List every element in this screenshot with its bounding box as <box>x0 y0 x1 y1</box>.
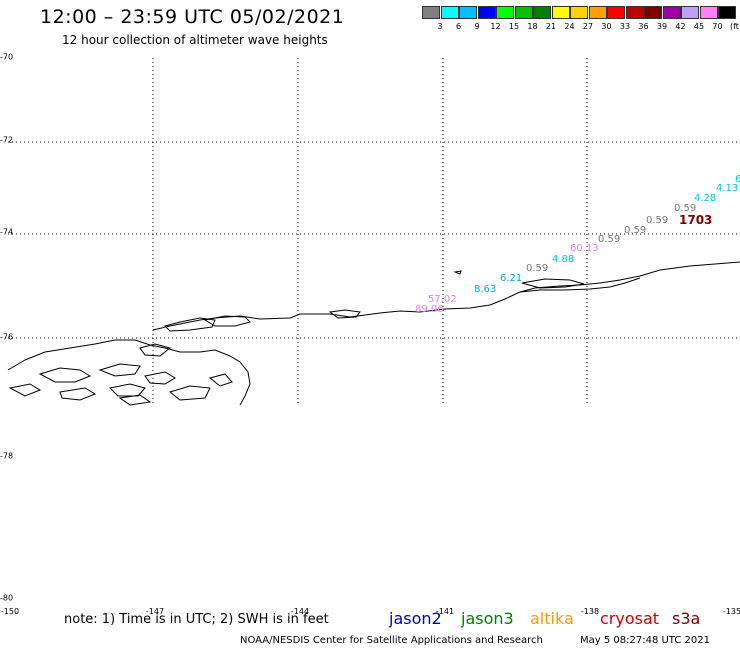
legend-swatch <box>588 6 607 19</box>
lon-label: -138 <box>580 607 600 616</box>
legend-label: 21 <box>545 22 557 31</box>
island-8 <box>144 371 176 385</box>
footer-timestamp: May 5 08:27:48 UTC 2021 <box>580 635 710 646</box>
island-9 <box>59 387 97 401</box>
legend-label: 15 <box>508 22 520 31</box>
wave-height-observation: 89.06 <box>415 304 444 315</box>
coast-lower-edge <box>519 277 641 293</box>
satellite-altika: altika <box>530 609 574 628</box>
legend-label: 12 <box>490 22 501 31</box>
island-3 <box>328 309 361 319</box>
wave-height-observation: 0.59 <box>598 234 621 245</box>
lon-label: -150 <box>0 607 20 616</box>
island-14 <box>208 373 233 387</box>
lat-label: -70 <box>0 52 14 62</box>
legend-swatch <box>718 6 736 19</box>
wave-height-observation: 1703 <box>679 213 713 227</box>
island-4 <box>521 278 585 289</box>
island-5 <box>453 270 462 275</box>
island-10 <box>108 383 146 397</box>
legend-swatch <box>644 6 662 19</box>
wave-height-observation: 0.59 <box>526 263 549 274</box>
wave-height-observation: 57.02 <box>428 294 457 305</box>
satellite-cryosat: cryosat <box>600 609 660 628</box>
legend-swatch <box>459 6 477 19</box>
legend-label: 18 <box>527 22 538 31</box>
map-title: 12:00 – 23:59 UTC 05/02/2021 <box>40 6 345 28</box>
wave-height-observation: 0.59 <box>646 215 669 226</box>
lat-label: -76 <box>0 332 14 342</box>
coast-west <box>7 339 251 406</box>
legend-swatch <box>422 6 440 19</box>
legend-label: 24 <box>564 22 575 31</box>
legend-swatch <box>496 6 514 19</box>
wave-height-observation: 0.59 <box>674 203 697 214</box>
legend-label: 36 <box>638 22 649 31</box>
satellite-s3a: s3a <box>672 609 701 628</box>
legend-swatch <box>570 6 588 19</box>
color-legend <box>422 6 737 19</box>
wave-height-observation: 0.59 <box>624 225 647 236</box>
island-7 <box>98 363 141 377</box>
legend-label: 45 <box>693 22 705 31</box>
legend-label: 39 <box>656 22 668 31</box>
legend-swatch <box>440 6 459 19</box>
island-6 <box>38 367 92 383</box>
legend-swatch <box>607 6 625 19</box>
lon-label: -135 <box>722 607 740 616</box>
lat-label: -74 <box>0 227 14 237</box>
legend-label: 33 <box>619 22 631 31</box>
satellite-jason2: jason2 <box>389 609 442 628</box>
island-11 <box>168 385 211 401</box>
island-15 <box>118 394 152 406</box>
legend-swatch <box>699 6 718 19</box>
coastline <box>7 261 740 406</box>
legend-label: 6 <box>455 22 462 31</box>
lat-label: -72 <box>0 135 14 145</box>
island-1 <box>164 317 216 332</box>
legend-label: 70 <box>712 22 723 31</box>
wave-height-observation: 4.13 <box>716 183 739 194</box>
legend-swatch <box>533 6 551 19</box>
legend-swatch <box>681 6 699 19</box>
island-13 <box>139 343 172 357</box>
legend-swatch <box>625 6 644 19</box>
legend-label: 30 <box>601 22 612 31</box>
footer-credit: NOAA/NESDIS Center for Satellite Applica… <box>240 635 543 646</box>
lon-label: -144 <box>290 607 310 616</box>
legend-swatch <box>551 6 570 19</box>
island-12 <box>8 383 42 397</box>
lat-label: -80 <box>0 593 14 603</box>
legend-swatch <box>514 6 533 19</box>
legend-label: 27 <box>582 22 594 31</box>
legend-label: 42 <box>675 22 686 31</box>
map-subtitle: 12 hour collection of altimeter wave hei… <box>62 33 328 47</box>
wave-height-observation: 8.63 <box>474 284 497 295</box>
legend-swatch <box>477 6 496 19</box>
lon-label: -147 <box>145 607 165 616</box>
wave-height-observation: 6.21 <box>500 273 523 284</box>
satellite-jason3: jason3 <box>461 609 514 628</box>
legend-label: 3 <box>437 22 443 31</box>
units-note: note: 1) Time is in UTC; 2) SWH is in fe… <box>64 612 329 627</box>
legend-label: (ft) <box>729 22 740 31</box>
wave-height-observation: 60.13 <box>570 243 599 254</box>
lon-label: -141 <box>435 607 455 616</box>
legend-label: 9 <box>474 22 480 31</box>
lat-label: -78 <box>0 451 14 461</box>
wave-height-observation: 4.28 <box>694 193 717 204</box>
legend-swatch <box>662 6 681 19</box>
wave-height-observation: 6 <box>735 174 740 185</box>
island-2 <box>203 315 251 327</box>
wave-height-observation: 4.88 <box>552 254 575 265</box>
